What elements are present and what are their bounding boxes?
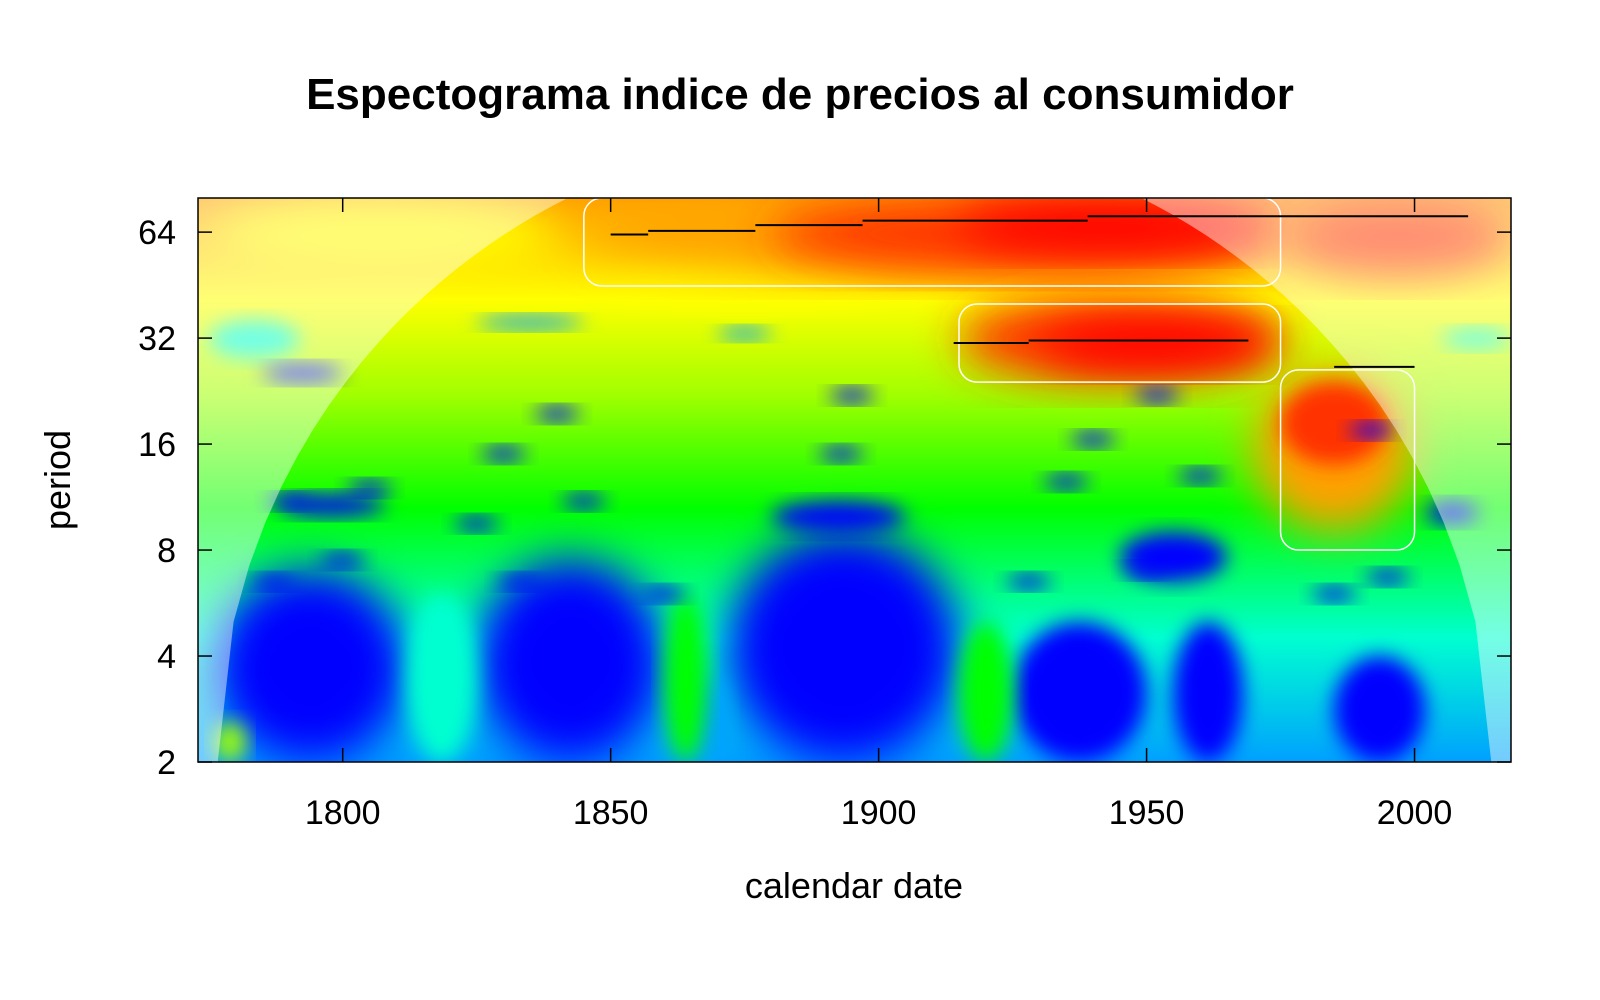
power-spot	[347, 481, 392, 496]
power-spot	[320, 552, 365, 567]
y-tick-label: 32	[138, 320, 176, 358]
plot-frame	[197, 197, 1512, 763]
x-axis: 1800 1850 1900 1950 2000	[305, 198, 1452, 832]
power-blob	[1012, 621, 1147, 762]
power-blob	[664, 594, 708, 762]
power-blob	[1425, 501, 1479, 524]
power-spot	[1070, 432, 1115, 447]
power-blob	[959, 621, 1013, 762]
power-blob	[208, 198, 558, 270]
ridge-lines	[610, 215, 1469, 368]
power-spot	[1124, 563, 1169, 578]
power-spot	[251, 574, 296, 589]
power-blob	[1280, 382, 1388, 465]
cone-of-influence-shade	[198, 198, 1511, 762]
x-tick-label: 1950	[1109, 794, 1185, 832]
x-tick-label: 2000	[1377, 794, 1453, 832]
chart-title: Espectograma indice de precios al consum…	[306, 70, 1294, 119]
power-blob	[1039, 320, 1281, 370]
power-spot	[1349, 423, 1394, 438]
power-spot	[497, 574, 542, 589]
power-blob	[717, 327, 772, 340]
power-spot	[1135, 388, 1180, 403]
power-blob	[1441, 328, 1511, 348]
power-blob	[476, 315, 584, 329]
power-spot	[454, 516, 499, 531]
y-tick-label: 4	[157, 638, 176, 676]
power-spot	[829, 388, 874, 403]
power-blob	[728, 532, 960, 762]
x-tick-label: 1800	[305, 794, 381, 832]
power-blob	[771, 501, 906, 533]
power-blob	[407, 594, 477, 762]
power-spot	[481, 446, 526, 461]
power-spot	[642, 587, 687, 602]
power-spot	[1006, 574, 1051, 589]
significance-contour	[583, 198, 1282, 287]
x-tick-label: 1900	[841, 794, 917, 832]
power-spot	[267, 494, 312, 509]
power-blob	[214, 721, 247, 762]
power-blob	[1173, 621, 1244, 762]
power-field	[198, 198, 1511, 762]
y-axis: 2 4 8 16 32 64	[138, 214, 1511, 782]
power-blob	[1280, 198, 1511, 277]
y-tick-label: 2	[157, 744, 176, 782]
y-tick-label: 16	[138, 426, 176, 464]
power-blob	[262, 364, 343, 383]
power-blob	[1334, 656, 1426, 762]
power-blob	[208, 320, 300, 359]
power-blob	[959, 198, 1281, 253]
power-spot	[1044, 474, 1089, 489]
power-blob	[476, 559, 665, 762]
power-blob	[214, 570, 408, 762]
power-spot	[1178, 468, 1223, 483]
power-spot	[1312, 587, 1357, 602]
x-tick-label: 1850	[573, 794, 649, 832]
y-tick-label: 64	[138, 214, 176, 252]
power-spot	[1365, 570, 1410, 585]
significance-contour	[1279, 369, 1416, 551]
y-axis-title: period	[37, 430, 78, 530]
power-spot	[561, 494, 606, 509]
heatmap-area	[198, 198, 1511, 762]
y-tick-label: 8	[157, 532, 176, 570]
x-axis-title: calendar date	[745, 865, 963, 906]
power-spot	[819, 446, 864, 461]
power-spot	[535, 406, 580, 421]
